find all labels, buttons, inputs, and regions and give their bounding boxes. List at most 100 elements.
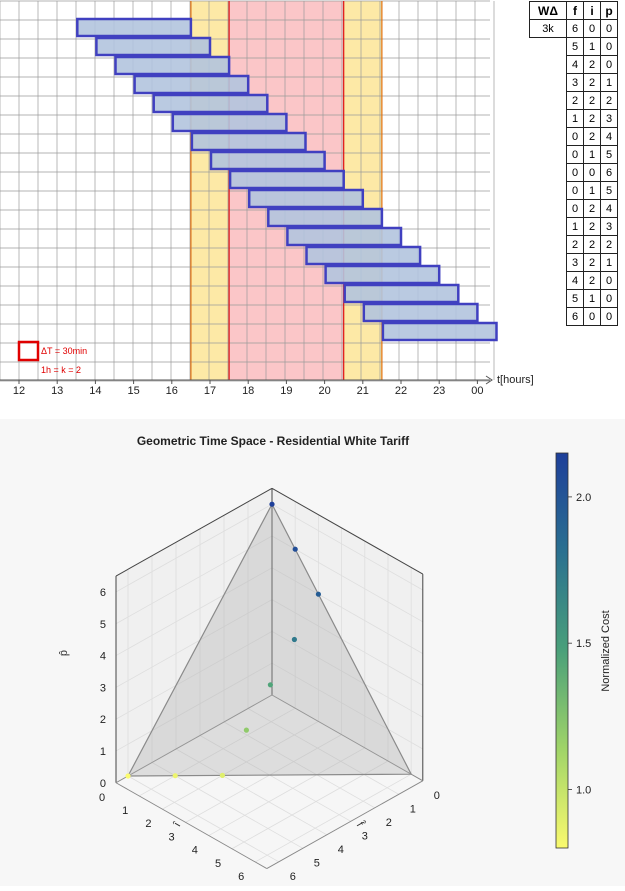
delta-t-legend-text: ΔT = 30min: [41, 346, 87, 356]
time-axis-label: t[hours]: [497, 374, 534, 386]
i-cell: 0: [583, 163, 601, 182]
load-interval-bar: [343, 283, 460, 304]
time-tick-label: 19: [280, 385, 292, 397]
cost-point: [243, 727, 249, 733]
p-cell: 2: [600, 235, 618, 254]
i-tick-label: 3: [169, 831, 175, 843]
w-delta-cell: [530, 56, 567, 74]
colorbar: [555, 452, 569, 849]
i-cell: 2: [583, 55, 601, 74]
cost-point: [269, 501, 275, 507]
f-cell: 6: [566, 19, 584, 38]
f-tick-label: 6: [290, 871, 296, 883]
time-tick-label: 13: [51, 385, 63, 397]
i-cell: 1: [583, 181, 601, 200]
cost-point: [172, 773, 178, 779]
delta-t-legend-box: [17, 340, 40, 362]
i-cell: 2: [583, 271, 601, 290]
p-cell: 0: [600, 271, 618, 290]
i-tick-label: 0: [99, 792, 105, 804]
table-row: 3k 6 0 0: [529, 19, 618, 38]
cost-point: [219, 772, 225, 778]
time-tick-label: 16: [166, 385, 178, 397]
i-cell: 2: [583, 253, 601, 272]
p-tick-label: 4: [100, 651, 106, 663]
load-interval-bar: [190, 131, 307, 152]
time-tick-label: 15: [127, 385, 139, 397]
header-i: i: [583, 1, 601, 20]
load-interval-bar: [305, 245, 422, 266]
load-combination-table: WΔ f i p 3k 6 0 0 5 1 0 4 2 0 3 2 1 2 2 2 1 2 3 0 2 4 0 1 5 0 0 6 0 1…: [529, 1, 618, 326]
i-cell: 1: [583, 145, 601, 164]
p-cell: 5: [600, 145, 618, 164]
w-delta-cell: [530, 74, 567, 92]
load-interval-bar: [286, 226, 403, 247]
load-interval-bar: [171, 112, 288, 133]
schedule-chart: 12 13 14 15 16 17 18 19 20 21 22 23 00 t[hours] ΔT =…: [0, 0, 534, 397]
geometric-time-space-panel: Geometric Time Space - Residential White…: [0, 419, 625, 886]
f-cell: 2: [566, 91, 584, 110]
load-interval-bar: [228, 169, 345, 190]
colorbar-tick-label: 1.5: [576, 638, 591, 650]
w-delta-cell: [530, 200, 567, 218]
load-interval-bar: [362, 302, 479, 323]
w-delta-cell: [530, 164, 567, 182]
p-tick-label: 5: [100, 619, 106, 631]
i-cell: 2: [583, 235, 601, 254]
cost-point: [125, 773, 131, 779]
p-cell: 0: [600, 55, 618, 74]
i-tick-label: 6: [238, 871, 244, 883]
p-cell: 0: [600, 19, 618, 38]
i-cell: 2: [583, 109, 601, 128]
f-cell: 0: [566, 145, 584, 164]
table-header-row: WΔ f i p: [529, 1, 618, 20]
load-interval-bar: [381, 321, 498, 342]
p-cell: 6: [600, 163, 618, 182]
f-tick-label: 2: [386, 817, 392, 829]
p-tick-label: 0: [100, 778, 106, 790]
w-delta-cell: [530, 254, 567, 272]
p-cell: 1: [600, 253, 618, 272]
cost-point: [315, 591, 321, 597]
load-interval-bar: [95, 36, 212, 57]
p-cell: 0: [600, 307, 618, 326]
i-cell: 1: [583, 289, 601, 308]
p-tick-label: 1: [100, 746, 106, 758]
w-delta-cell: [530, 38, 567, 56]
header-f: f: [566, 1, 584, 20]
geometric-time-space-chart: Geometric Time Space - Residential White…: [58, 434, 612, 883]
w-delta-cell: [530, 236, 567, 254]
time-tick-label: 23: [433, 385, 445, 397]
f-cell: 4: [566, 271, 584, 290]
p-tick-label: 3: [100, 682, 106, 694]
f-cell: 3: [566, 73, 584, 92]
i-cell: 0: [583, 307, 601, 326]
colorbar-tick-label: 1.0: [576, 784, 591, 796]
i-tick-label: 5: [215, 858, 221, 870]
f-cell: 1: [566, 109, 584, 128]
w-delta-cell: [530, 92, 567, 110]
p-cell: 3: [600, 109, 618, 128]
f-cell: 0: [566, 181, 584, 200]
w-delta-cell: [530, 182, 567, 200]
i-tick-label: 1: [122, 805, 128, 817]
cost-point: [291, 636, 297, 643]
time-tick-label: 12: [13, 385, 25, 397]
p-cell: 4: [600, 199, 618, 218]
simplex-plane: [126, 502, 413, 777]
f-cell: 1: [566, 217, 584, 236]
cost-point: [292, 546, 298, 552]
p-cell: 3: [600, 217, 618, 236]
chart-title: Geometric Time Space - Residential White…: [137, 434, 410, 448]
load-interval-bar: [133, 74, 250, 95]
